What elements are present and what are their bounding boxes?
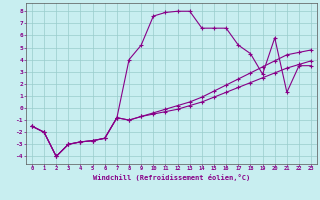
X-axis label: Windchill (Refroidissement éolien,°C): Windchill (Refroidissement éolien,°C) bbox=[93, 174, 250, 181]
